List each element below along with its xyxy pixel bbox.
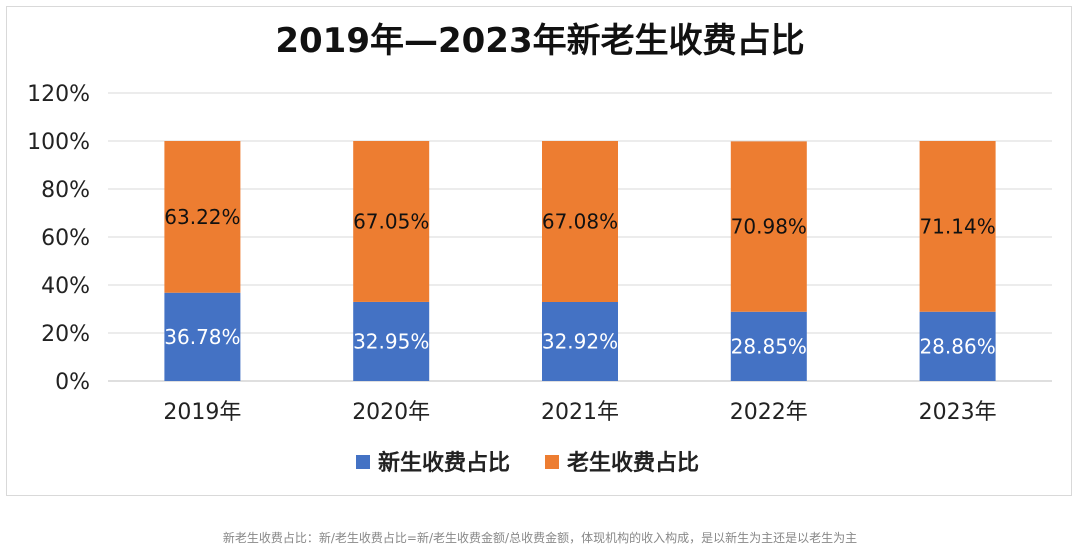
bar-returning-student <box>164 141 241 293</box>
x-tick-label: 2020年 <box>352 400 430 425</box>
data-label: 32.92% <box>542 329 618 353</box>
data-label: 28.86% <box>919 334 995 358</box>
legend-swatch-returning <box>545 455 559 469</box>
data-label: 71.14% <box>919 214 995 238</box>
data-label: 28.85% <box>731 334 807 358</box>
y-tick-label: 120% <box>27 82 90 107</box>
legend-swatch-new <box>356 455 370 469</box>
bar-new-student <box>542 301 618 381</box>
x-tick-label: 2021年 <box>541 400 619 425</box>
chart-caption: 新老生收费占比：新/老生收费占比=新/老生收费金额/总收费金额，体现机构的收入构… <box>222 531 858 545</box>
x-tick-label: 2022年 <box>730 400 808 425</box>
stacked-bar-chart: 2019年—2023年新老生收费占比 0% 20% 40% 60% 80% 100% 120… <box>27 21 1052 476</box>
y-tick-label: 20% <box>41 322 90 347</box>
y-tick-label: 60% <box>41 226 90 251</box>
y-tick-label: 0% <box>55 370 90 395</box>
x-axis: 2019年 2020年 2021年 2022年 2023年 <box>163 400 996 425</box>
bar-returning-student <box>730 141 807 312</box>
data-label: 67.08% <box>542 209 618 233</box>
bar-new-student <box>164 292 241 381</box>
legend-label-new: 新生收费占比 <box>378 450 510 476</box>
bar-returning-student <box>919 141 996 312</box>
data-label: 32.95% <box>353 329 429 353</box>
data-label: 70.98% <box>731 215 807 239</box>
y-axis: 0% 20% 40% 60% 80% 100% 120% <box>27 82 90 395</box>
data-label: 63.22% <box>164 205 240 229</box>
legend-label-returning: 老生收费占比 <box>566 450 699 476</box>
legend: 新生收费占比 老生收费占比 <box>356 450 699 476</box>
bars: 36.78% 63.22% 32.95% 67.05% 32.92% 67.08% 28.8… <box>164 141 996 381</box>
chart-title: 2019年—2023年新老生收费占比 <box>275 21 804 61</box>
bar-returning-student <box>542 141 618 302</box>
data-label: 67.05% <box>353 209 429 233</box>
bar-new-student <box>730 311 807 381</box>
x-tick-label: 2023年 <box>919 400 997 425</box>
bar-new-student <box>919 311 996 381</box>
y-tick-label: 100% <box>27 130 90 155</box>
y-tick-label: 40% <box>41 274 90 299</box>
bar-new-student <box>353 301 430 381</box>
bar-returning-student <box>353 141 430 302</box>
y-tick-label: 80% <box>41 178 90 203</box>
data-label: 36.78% <box>164 325 240 349</box>
x-tick-label: 2019年 <box>163 400 241 425</box>
